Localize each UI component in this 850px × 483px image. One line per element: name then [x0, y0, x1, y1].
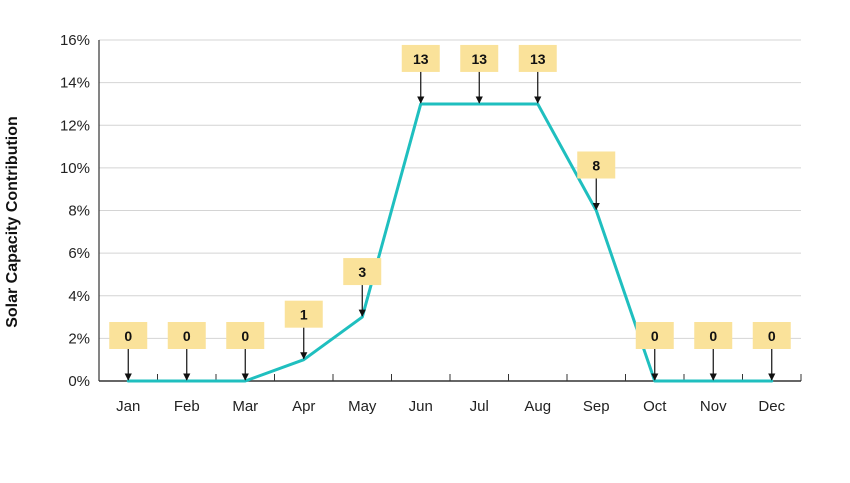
callout-box — [226, 322, 265, 349]
data-label-callout: 8 — [577, 151, 616, 211]
y-tick-label: 2% — [68, 330, 90, 347]
data-label-callout: 0 — [226, 322, 265, 381]
callout-box — [343, 258, 382, 286]
callout-box — [752, 322, 791, 349]
data-label-callout: 13 — [460, 44, 499, 104]
callout-box — [284, 300, 323, 328]
x-tick-label: Jan — [116, 398, 140, 415]
y-axis-ticks: 0% 2% 4% 6% 8% 10% 12% 14% 16% — [60, 32, 90, 390]
callout-box — [109, 322, 148, 349]
data-label: 3 — [358, 264, 366, 280]
callout-box — [518, 44, 557, 72]
data-label-callout: 0 — [109, 322, 148, 381]
data-label: 0 — [709, 328, 717, 344]
data-label: 0 — [651, 328, 659, 344]
y-tick-label: 12% — [60, 117, 90, 134]
x-tick-label: Dec — [758, 398, 785, 415]
y-tick-label: 8% — [68, 203, 90, 220]
y-tick-label: 14% — [60, 75, 90, 92]
callout-box — [577, 151, 616, 179]
y-tick-label: 4% — [68, 288, 90, 305]
data-label: 0 — [768, 328, 776, 344]
x-tick-label: Oct — [643, 398, 667, 415]
x-tick-label: Jul — [470, 398, 489, 415]
data-label: 0 — [183, 328, 191, 344]
data-label-callout: 1 — [284, 300, 323, 360]
data-label: 0 — [124, 328, 132, 344]
data-label-callout: 13 — [518, 44, 557, 104]
y-axis-title: Solar Capacity Contribution — [4, 116, 21, 328]
y-tick-label: 0% — [68, 373, 90, 390]
data-label: 13 — [413, 51, 429, 67]
gridlines — [99, 39, 801, 339]
y-tick-label: 6% — [68, 245, 90, 262]
data-label: 13 — [530, 51, 546, 67]
callout-box — [460, 44, 499, 72]
series-line — [126, 102, 774, 383]
data-label: 13 — [471, 51, 487, 67]
x-tick-label: Apr — [292, 398, 315, 415]
callout-box — [694, 322, 733, 349]
callout-box — [401, 44, 440, 72]
data-label-callout: 0 — [635, 322, 674, 381]
data-label-callout: 0 — [694, 322, 733, 381]
callout-box — [167, 322, 206, 349]
x-axis-ticks: Jan Feb Mar Apr May Jun Jul Aug Sep Oct Nov Dec — [116, 398, 785, 415]
x-tick-label: Nov — [700, 398, 727, 415]
data-label-callout: 13 — [401, 44, 440, 104]
callout-box — [635, 322, 674, 349]
data-label-callout: 3 — [343, 258, 382, 317]
x-tick-label: Aug — [524, 398, 551, 415]
data-label: 0 — [241, 328, 249, 344]
x-tick-label: Jun — [409, 398, 433, 415]
x-tick-label: Sep — [583, 398, 610, 415]
data-label: 8 — [592, 158, 600, 174]
series-solar-contribution — [126, 102, 774, 383]
data-label-callout: 0 — [752, 322, 791, 381]
x-tick-label: May — [348, 398, 377, 415]
y-tick-label: 16% — [60, 32, 90, 49]
y-tick-label: 10% — [60, 160, 90, 177]
data-label: 1 — [300, 307, 308, 323]
x-tick-label: Mar — [232, 398, 258, 415]
data-label-callout: 0 — [167, 322, 206, 381]
x-tick-label: Feb — [174, 398, 200, 415]
